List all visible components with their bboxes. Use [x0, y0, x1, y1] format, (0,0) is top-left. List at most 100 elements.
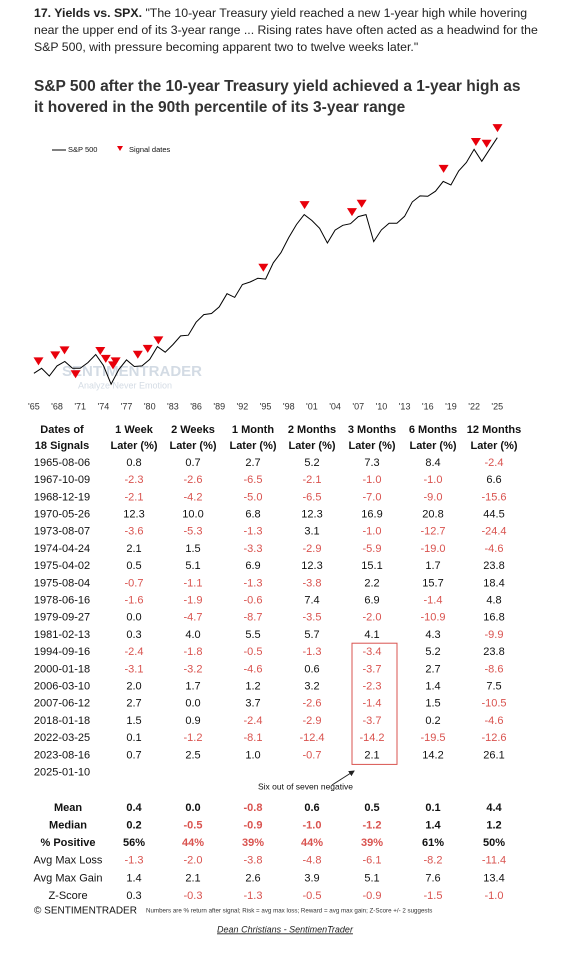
row-date: 1973-08-07 [34, 526, 90, 538]
table-cell: -1.0 [363, 526, 382, 538]
row-date: 1975-08-04 [34, 577, 90, 589]
x-tick-label: '19 [445, 401, 457, 411]
stat-value: 0.1 [425, 802, 440, 814]
table-cell: 0.5 [126, 560, 141, 572]
table-cell: -8.7 [244, 612, 263, 624]
column-header: 1 Month [232, 424, 274, 436]
row-date: 1974-04-24 [34, 543, 90, 555]
table-cell: -10.9 [420, 612, 445, 624]
table-cell: 7.4 [304, 595, 319, 607]
table-cell: -2.4 [244, 715, 263, 727]
table-cell: 26.1 [483, 749, 504, 761]
table-cell: 6.9 [245, 560, 260, 572]
intro-label: 17. Yields vs. SPX. [34, 6, 143, 20]
table-cell: 5.2 [425, 646, 440, 658]
signal-marker [59, 346, 70, 355]
table-cell: 6.9 [364, 595, 379, 607]
table-cell: -3.7 [363, 715, 382, 727]
table-cell: 4.0 [185, 629, 200, 641]
table-cell: 1.2 [245, 681, 260, 693]
table-cell: 1.5 [185, 543, 200, 555]
signal-marker [481, 139, 492, 148]
table-cell: -0.5 [244, 646, 263, 658]
row-date: 2006-03-10 [34, 681, 90, 693]
table-cell: -3.8 [303, 577, 322, 589]
table-cell: 2.7 [245, 457, 260, 469]
table-cell: -2.3 [125, 474, 144, 486]
x-tick-label: '89 [213, 401, 225, 411]
row-date: 1968-12-19 [34, 491, 90, 503]
stat-value: 7.6 [425, 872, 440, 884]
table-cell: -4.6 [244, 663, 263, 675]
stat-value: -6.1 [363, 855, 382, 867]
signal-marker [95, 346, 106, 355]
signal-marker [492, 124, 503, 133]
table-cell: -1.1 [184, 577, 203, 589]
table-cell: -12.7 [420, 526, 445, 538]
stat-value: 50% [483, 837, 505, 849]
signal-marker [142, 344, 153, 353]
column-header: Dates of [40, 424, 84, 436]
stat-value: 0.4 [126, 802, 142, 814]
stat-value: -8.2 [424, 855, 443, 867]
column-header: 2 Weeks [171, 424, 215, 436]
stat-value: 1.2 [486, 820, 501, 832]
table-cell: -3.2 [184, 663, 203, 675]
table-cell: 3.2 [304, 681, 319, 693]
column-header: 2 Months [288, 424, 336, 436]
stat-value: -1.3 [244, 890, 263, 902]
table-cell: 5.5 [245, 629, 260, 641]
column-header: 18 Signals [35, 440, 89, 452]
table-cell: 1.5 [126, 715, 141, 727]
column-header: 12 Months [467, 424, 521, 436]
x-tick-label: '83 [167, 401, 179, 411]
signal-marker [33, 357, 44, 366]
table-cell: -1.8 [184, 646, 203, 658]
table-cell: 6.8 [245, 509, 260, 521]
table-cell: 1.5 [425, 698, 440, 710]
table-cell: 10.0 [182, 509, 203, 521]
watermark: SENTIMENTRADER [62, 363, 202, 380]
column-header: 1 Week [115, 424, 154, 436]
table-cell: 23.8 [483, 560, 504, 572]
column-header: Later (%) [288, 440, 335, 452]
table-cell: -4.6 [485, 543, 504, 555]
stat-value: 39% [361, 837, 383, 849]
table-cell: -4.6 [485, 715, 504, 727]
table-cell: -7.0 [363, 491, 382, 503]
table-cell: -3.6 [125, 526, 144, 538]
row-date: 1978-06-16 [34, 595, 90, 607]
stat-value: -1.0 [303, 820, 322, 832]
table-cell: -8.1 [244, 732, 263, 744]
footer-brand: © SENTIMENTRADER [34, 906, 137, 917]
signal-marker [153, 336, 164, 345]
table-cell: -14.2 [359, 732, 384, 744]
table-cell: 0.2 [425, 715, 440, 727]
stat-value: -4.8 [303, 855, 322, 867]
table-cell: 5.2 [304, 457, 319, 469]
stat-value: 1.4 [126, 872, 141, 884]
table-cell: -2.4 [485, 457, 504, 469]
stat-value: -1.2 [363, 820, 382, 832]
table-cell: -12.6 [481, 732, 506, 744]
stat-value: 0.2 [126, 820, 141, 832]
table-cell: 2.0 [126, 681, 141, 693]
stat-value: 44% [301, 837, 323, 849]
table-cell: 2.1 [364, 749, 379, 761]
table-cell: 8.4 [425, 457, 440, 469]
table-cell: -0.7 [125, 577, 144, 589]
table-cell: -2.1 [125, 491, 144, 503]
table-cell: 23.8 [483, 646, 504, 658]
table-cell: 2.2 [364, 577, 379, 589]
stat-value: -0.5 [184, 820, 203, 832]
table-cell: 0.6 [304, 663, 319, 675]
annotation: Six out of seven negative [258, 781, 353, 791]
intro: 17. Yields vs. SPX. "The 10-year Treasur… [34, 5, 539, 56]
table-cell: -19.0 [420, 543, 445, 555]
table-cell: -1.6 [125, 595, 144, 607]
stat-value: -1.5 [424, 890, 443, 902]
column-header: Later (%) [169, 440, 216, 452]
table-cell: -5.0 [244, 491, 263, 503]
x-tick-label: '65 [28, 401, 40, 411]
stat-value: 61% [422, 837, 444, 849]
